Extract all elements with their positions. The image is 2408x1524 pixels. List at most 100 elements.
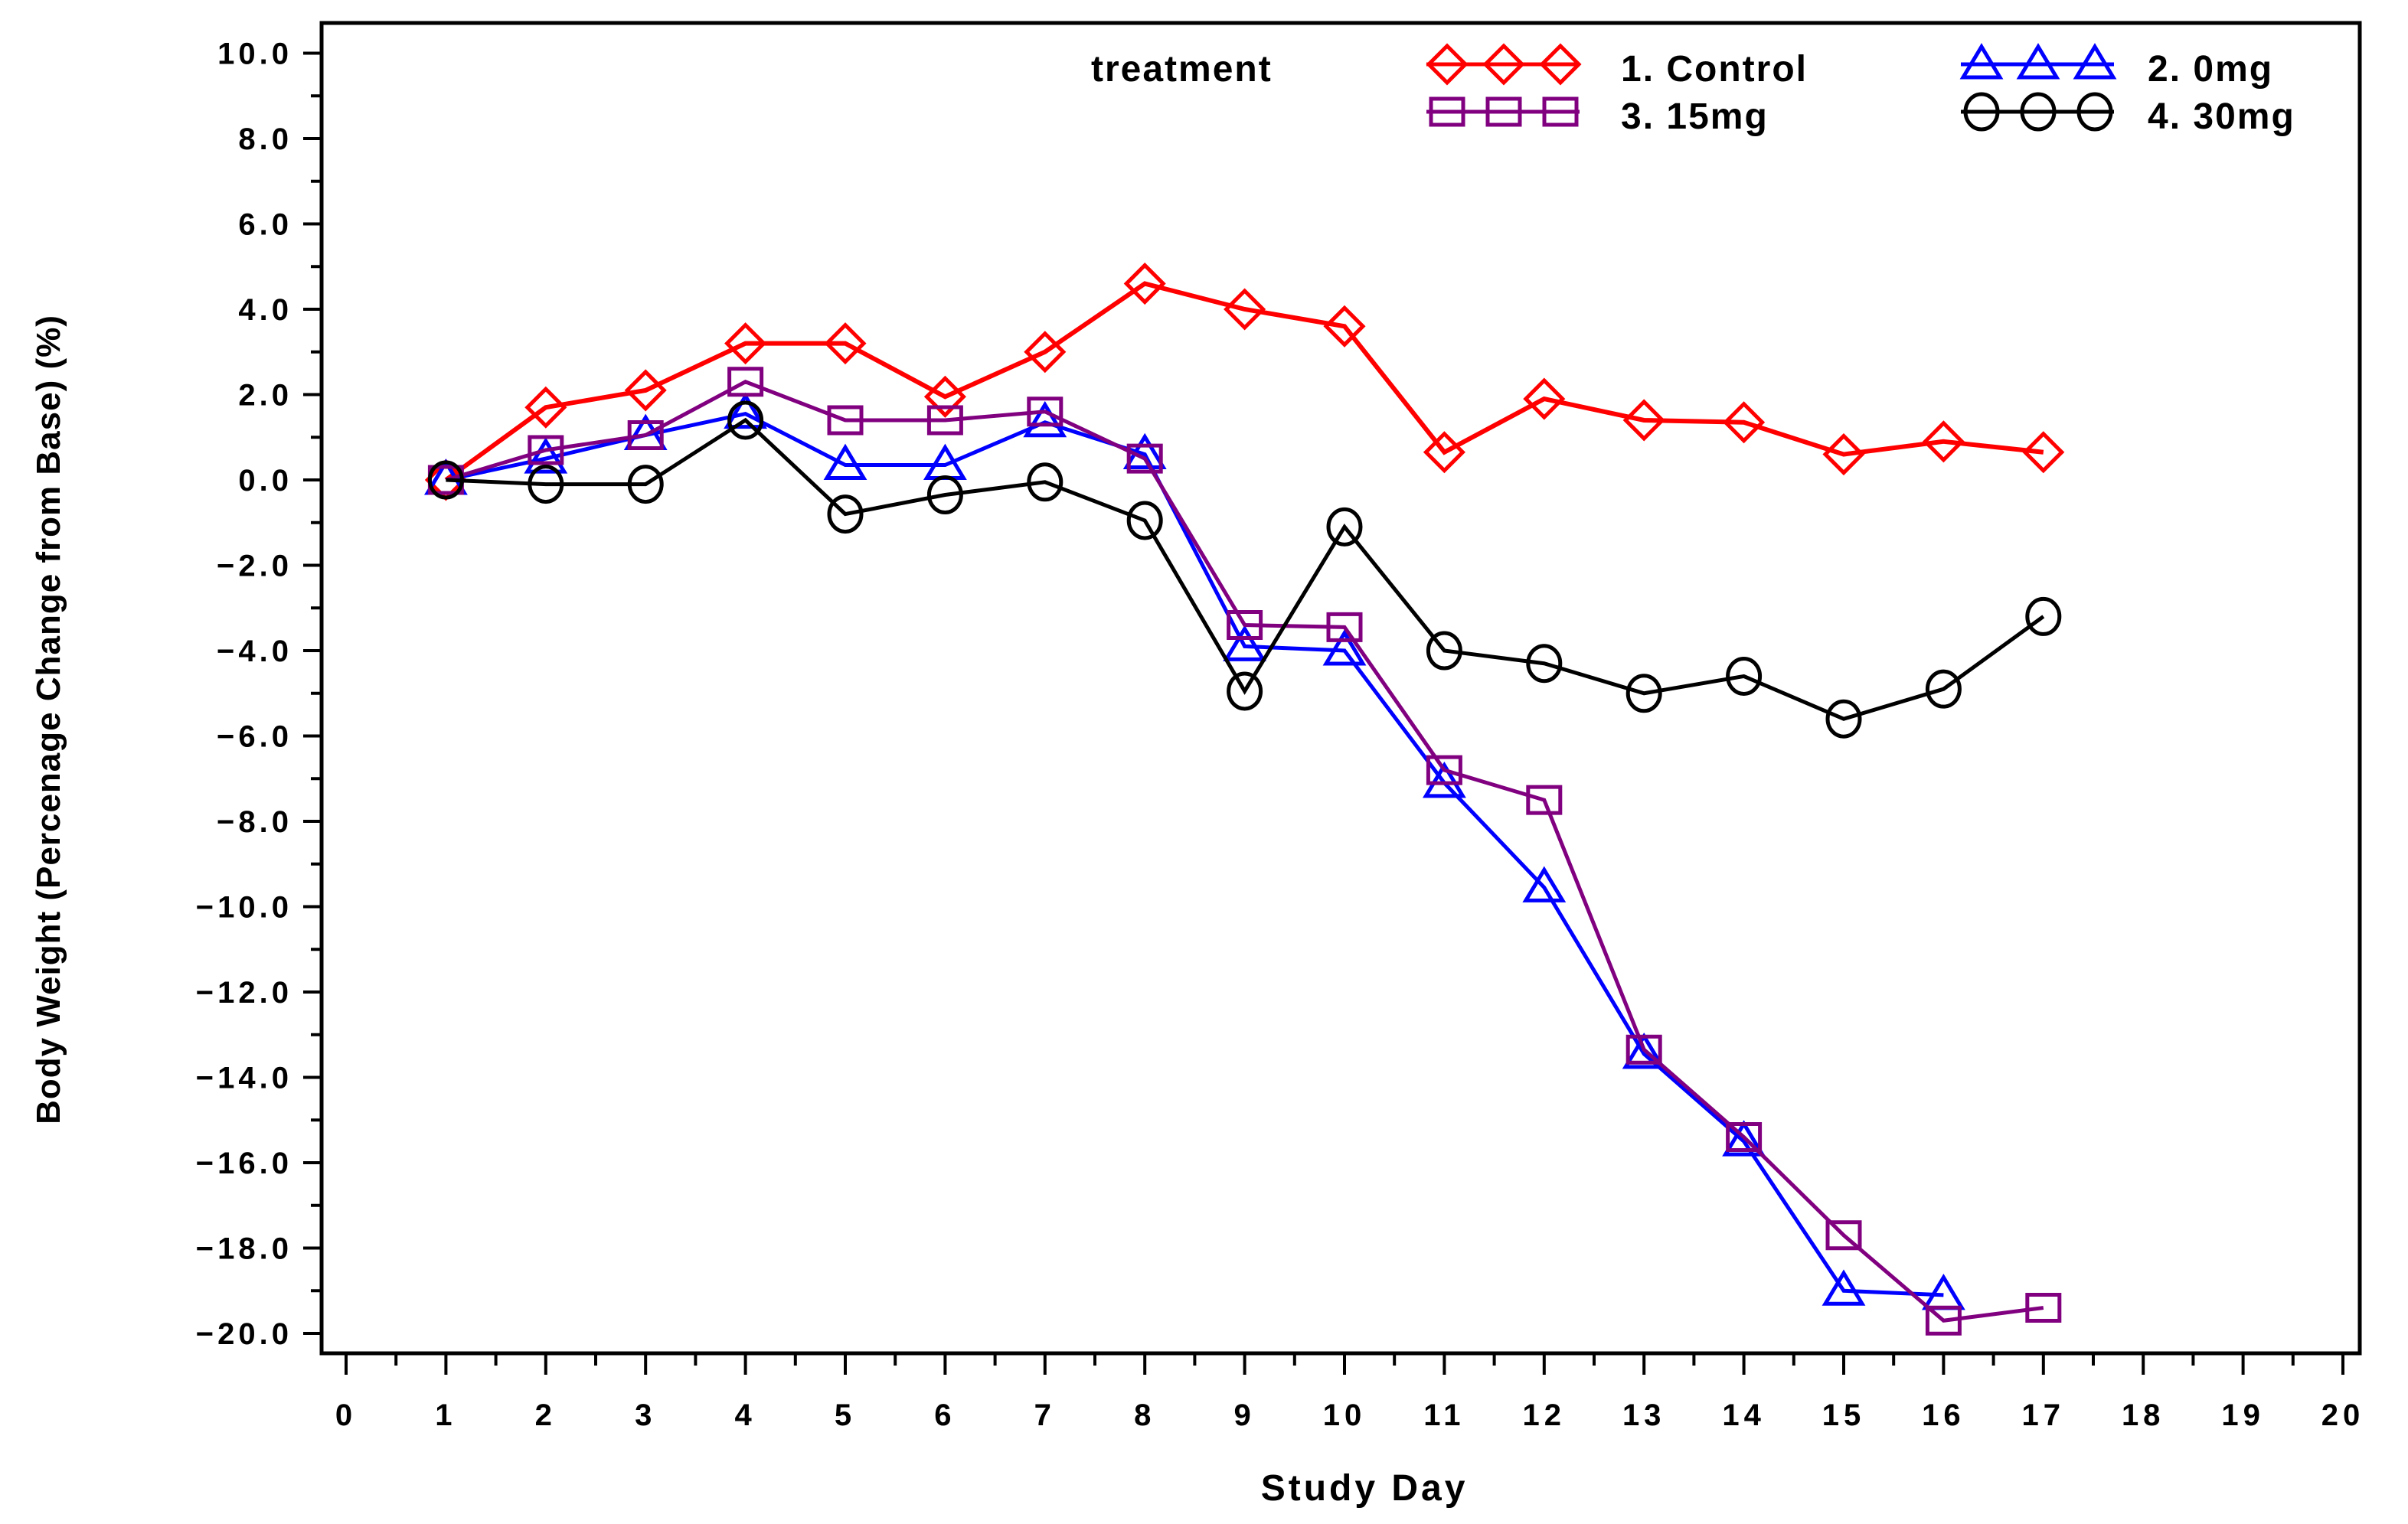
circle-marker	[427, 460, 464, 500]
triangle-marker	[1122, 432, 1167, 470]
y-tick-label: −8.0	[217, 805, 292, 839]
square-marker	[1625, 1034, 1662, 1065]
square-marker	[1485, 96, 1522, 127]
legend-item-4: 4. 30mg	[1961, 92, 2295, 137]
x-tick-label: 4	[734, 1398, 756, 1432]
y-tick-label: −12.0	[196, 976, 292, 1010]
diamond-marker	[1523, 377, 1566, 420]
x-tick-label: 0	[335, 1398, 357, 1432]
triangle-marker	[1522, 866, 1567, 902]
square-marker	[827, 405, 864, 436]
y-axis: 10.0 8.0 6.0 4.0 2.0 0.0 −2.0 −4.0 −6.0 −8.0 −10.0…	[196, 38, 322, 1351]
circle-marker	[627, 465, 664, 504]
square-marker	[1027, 397, 1064, 427]
circle-marker	[2025, 596, 2062, 636]
x-tick-label: 13	[1622, 1398, 1666, 1432]
x-tick-label: 15	[1822, 1398, 1866, 1432]
y-tick-label: 2.0	[238, 379, 292, 413]
triangle-marker	[1622, 1032, 1666, 1069]
y-tick-label: −14.0	[196, 1062, 292, 1095]
triangle-marker	[1223, 625, 1267, 661]
diamond-marker	[1822, 433, 1865, 476]
circle-marker	[727, 400, 764, 440]
diamond-marker	[624, 369, 667, 412]
x-tick-label: 1	[435, 1398, 456, 1432]
x-axis-title: Study Day	[1261, 1468, 1469, 1509]
circle-marker	[1227, 671, 1263, 711]
square-marker	[1726, 1122, 1763, 1153]
square-marker	[1825, 1220, 1862, 1251]
legend-item-1: 1. Control	[1426, 43, 1808, 90]
legend-title: treatment	[1091, 49, 1273, 90]
triangle-marker	[1422, 761, 1466, 798]
x-tick-label: 17	[2022, 1398, 2066, 1432]
y-tick-label: 6.0	[238, 208, 292, 242]
y-tick-label: 10.0	[217, 38, 292, 71]
x-tick-label: 6	[934, 1398, 956, 1432]
square-marker	[1925, 1305, 1962, 1336]
circle-marker	[1326, 507, 1363, 547]
triangle-marker	[1322, 629, 1367, 666]
square-marker	[727, 367, 764, 397]
x-tick-label: 5	[835, 1398, 856, 1432]
diamond-marker	[1123, 263, 1166, 305]
y-tick-label: −16.0	[196, 1147, 292, 1180]
square-marker	[1326, 612, 1363, 642]
series-2-0mg	[423, 392, 1965, 1310]
legend-label: 3. 15mg	[1621, 96, 1769, 137]
series-3-15mg	[427, 367, 2062, 1336]
y-tick-label: −6.0	[217, 720, 292, 754]
triangle-marker	[524, 437, 568, 474]
y-tick-label: 0.0	[238, 464, 292, 498]
series-line	[444, 281, 2044, 482]
square-marker	[1526, 785, 1563, 815]
diamond-marker	[1723, 401, 1766, 444]
series-line	[445, 411, 1944, 1297]
square-marker	[528, 435, 564, 465]
plot-frame	[319, 21, 2362, 1356]
x-tick-label: 14	[1722, 1398, 1766, 1432]
x-tick-label: 16	[1922, 1398, 1965, 1432]
circle-marker	[1925, 669, 1962, 709]
diamond-marker	[1426, 43, 1469, 86]
diamond-marker	[1922, 420, 1965, 463]
x-tick-label: 12	[1523, 1398, 1567, 1432]
diamond-marker	[724, 322, 767, 365]
x-tick-label: 8	[1134, 1398, 1155, 1432]
y-tick-label: −18.0	[196, 1232, 292, 1266]
diamond-marker	[2022, 431, 2065, 474]
circle-marker	[1526, 644, 1563, 684]
square-marker	[1227, 610, 1263, 641]
circle-marker	[1825, 699, 1862, 739]
y-tick-label: −2.0	[217, 550, 292, 583]
legend-label: 2. 0mg	[2148, 49, 2273, 90]
triangle-marker	[2016, 43, 2060, 80]
series-4-30mg	[427, 400, 2062, 739]
circle-marker	[528, 465, 564, 504]
x-tick-label: 10	[1323, 1398, 1367, 1432]
square-marker	[627, 419, 664, 450]
diamond-marker	[1482, 43, 1525, 86]
diamond-marker	[1539, 43, 1582, 86]
x-tick-label: 7	[1034, 1398, 1056, 1432]
y-tick-label: −20.0	[196, 1317, 292, 1351]
legend-label: 4. 30mg	[2148, 96, 2295, 137]
legend: treatment 1. Control 2. 0mg 3. 15mg 4. 30mg	[1091, 43, 2295, 137]
diamond-marker	[923, 375, 966, 418]
y-axis-title: Body Weight (Percenage Change from Base)…	[30, 315, 67, 1124]
triangle-marker	[724, 392, 768, 429]
circle-marker	[1625, 674, 1662, 713]
legend-label: 1. Control	[1621, 49, 1808, 90]
circle-marker	[1027, 462, 1064, 502]
diamond-marker	[1622, 399, 1665, 442]
x-tick-label: 11	[1423, 1398, 1465, 1432]
circle-marker	[1126, 501, 1163, 540]
diamond-marker	[1323, 305, 1366, 348]
series-line	[446, 417, 2045, 721]
y-tick-label: 8.0	[238, 122, 292, 156]
circle-marker	[926, 475, 963, 515]
square-marker	[1542, 96, 1579, 127]
circle-marker	[2076, 92, 2113, 132]
triangle-marker	[2073, 43, 2117, 80]
